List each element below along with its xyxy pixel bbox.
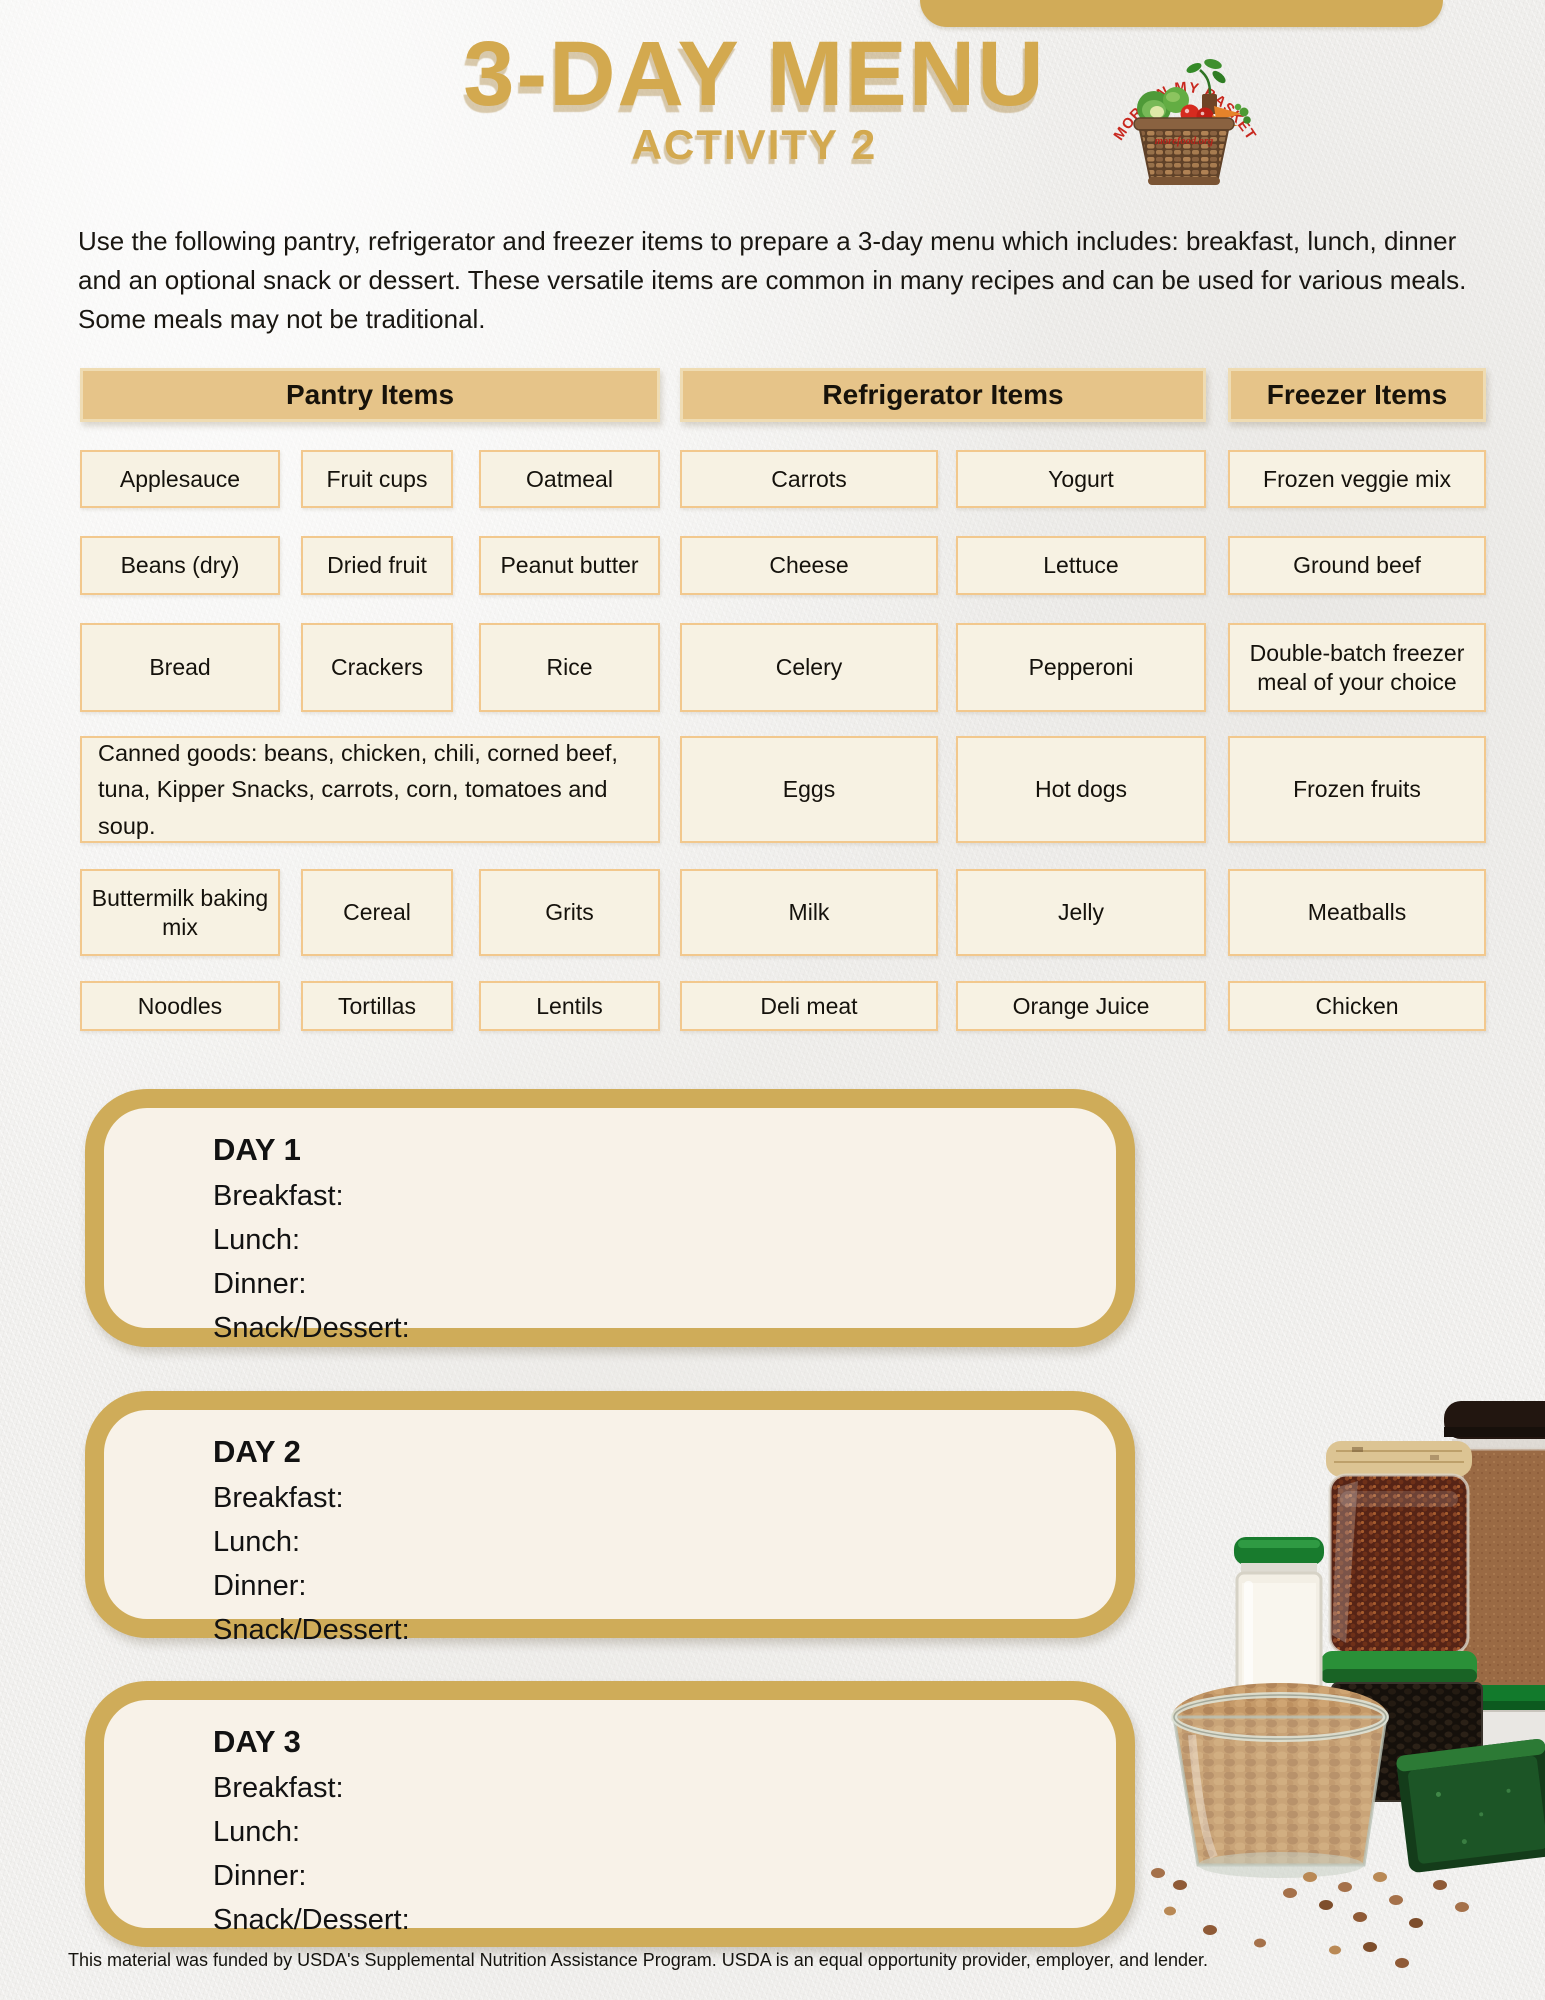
- footer-text: This material was funded by USDA's Suppl…: [68, 1950, 1209, 1970]
- pantry-jars-photo: [1151, 1401, 1545, 1968]
- meal-label-dinner: Dinner:: [213, 1570, 307, 1602]
- day-title: DAY 1: [213, 1132, 301, 1167]
- meal-label-lunch: Lunch:: [213, 1526, 301, 1558]
- meal-label-dinner: Dinner:: [213, 1860, 307, 1892]
- meal-label-dinner: Dinner:: [213, 1268, 307, 1300]
- item-box: Rice: [479, 623, 660, 712]
- freezer-header: Freezer Items: [1228, 368, 1486, 422]
- item-box-canned-goods: Canned goods: beans, chicken, chili, cor…: [80, 736, 660, 843]
- item-box: Dried fruit: [301, 536, 453, 595]
- page-header: 3-DAY MENU ACTIVITY 2: [0, 28, 1527, 166]
- refrigerator-header: Refrigerator Items: [680, 368, 1206, 422]
- item-box: Double-batch freezer meal of your choice: [1228, 623, 1486, 712]
- meal-label-lunch: Lunch:: [213, 1224, 301, 1256]
- item-box: Applesauce: [80, 450, 280, 508]
- page-subtitle: ACTIVITY 2: [631, 121, 878, 168]
- green-glass-canister: [1396, 1738, 1545, 1873]
- item-box: Chicken: [1228, 981, 1486, 1031]
- item-box: Buttermilk baking mix: [80, 869, 280, 956]
- item-box: Tortillas: [301, 981, 453, 1031]
- item-box: Orange Juice: [956, 981, 1206, 1031]
- day-1-card: DAY 1 Breakfast: Lunch: Dinner: Snack/De…: [85, 1089, 1135, 1347]
- meal-label-breakfast: Breakfast:: [213, 1180, 344, 1212]
- items-grid: Pantry Items Refrigerator Items Freezer …: [80, 368, 1486, 1031]
- logo-url-text: morefood.org: [1155, 136, 1214, 147]
- item-box: Frozen veggie mix: [1228, 450, 1486, 508]
- item-box: Jelly: [956, 869, 1206, 956]
- meal-label-snack: Snack/Dessert:: [213, 1904, 410, 1936]
- item-box: Carrots: [680, 450, 938, 508]
- item-box: Lentils: [479, 981, 660, 1031]
- basket-icon: [1133, 117, 1235, 185]
- item-box: Beans (dry): [80, 536, 280, 595]
- scattered-lentils: [1151, 1868, 1469, 1968]
- item-box: Noodles: [80, 981, 280, 1031]
- item-box: Pepperoni: [956, 623, 1206, 712]
- item-box: Crackers: [301, 623, 453, 712]
- item-box: Cheese: [680, 536, 938, 595]
- item-box: Meatballs: [1228, 869, 1486, 956]
- pantry-header: Pantry Items: [80, 368, 660, 422]
- item-box: Cereal: [301, 869, 453, 956]
- item-box: Oatmeal: [479, 450, 660, 508]
- item-box: Ground beef: [1228, 536, 1486, 595]
- item-box: Eggs: [680, 736, 938, 843]
- meal-label-lunch: Lunch:: [213, 1816, 301, 1848]
- meal-label-snack: Snack/Dessert:: [213, 1312, 410, 1344]
- item-box: Grits: [479, 869, 660, 956]
- day-3-card: DAY 3 Breakfast: Lunch: Dinner: Snack/De…: [85, 1681, 1135, 1947]
- instructions-text: Use the following pantry, refrigerator a…: [78, 226, 1467, 334]
- meal-label-breakfast: Breakfast:: [213, 1772, 344, 1804]
- item-box: Lettuce: [956, 536, 1206, 595]
- lentil-bowl: [1171, 1683, 1389, 1878]
- item-box: Celery: [680, 623, 938, 712]
- meal-label-snack: Snack/Dessert:: [213, 1614, 410, 1646]
- item-box: Deli meat: [680, 981, 938, 1031]
- day-title: DAY 3: [213, 1724, 301, 1759]
- meal-label-breakfast: Breakfast:: [213, 1482, 344, 1514]
- item-box: Peanut butter: [479, 536, 660, 595]
- day-title: DAY 2: [213, 1434, 301, 1469]
- day-2-card: DAY 2 Breakfast: Lunch: Dinner: Snack/De…: [85, 1391, 1135, 1646]
- item-box: Fruit cups: [301, 450, 453, 508]
- item-box: Bread: [80, 623, 280, 712]
- item-box: Frozen fruits: [1228, 736, 1486, 843]
- top-accent-tab: [920, 0, 1443, 27]
- item-box: Hot dogs: [956, 736, 1206, 843]
- item-box: Yogurt: [956, 450, 1206, 508]
- page-title: 3-DAY MENU: [463, 23, 1046, 125]
- item-box: Milk: [680, 869, 938, 956]
- more-in-my-basket-logo: MORE IN MY BASKET morefood.org: [1111, 59, 1258, 185]
